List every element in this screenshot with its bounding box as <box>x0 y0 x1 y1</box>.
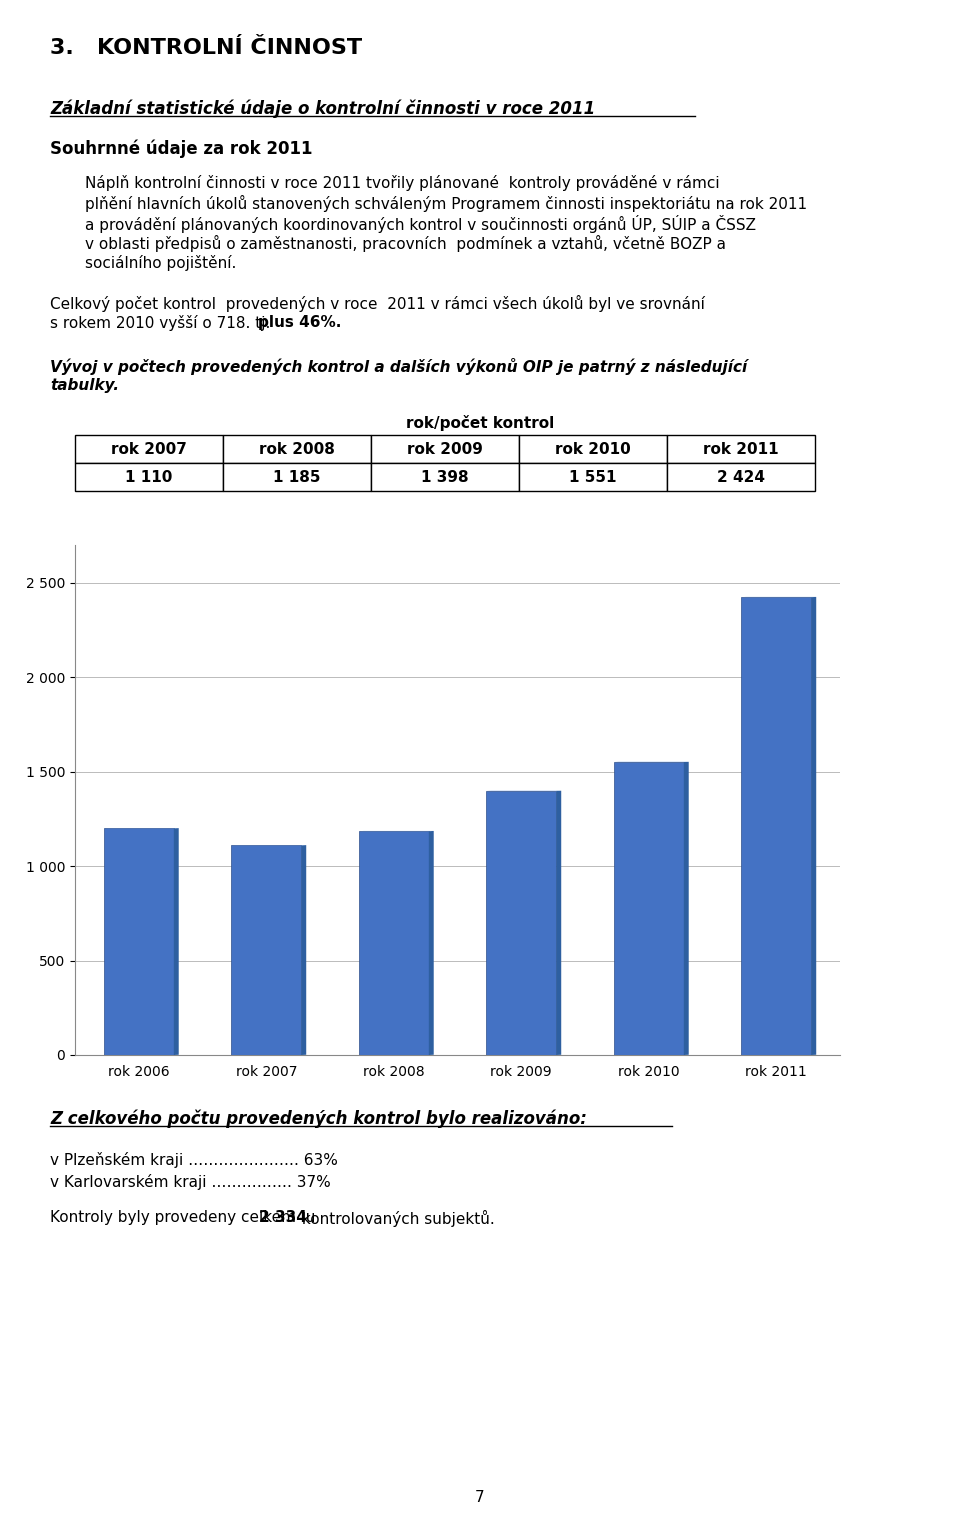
Bar <box>486 791 556 1056</box>
Text: 1 398: 1 398 <box>421 470 468 485</box>
Text: rok 2008: rok 2008 <box>259 441 335 456</box>
Text: tabulky.: tabulky. <box>50 379 119 392</box>
Bar <box>667 462 815 491</box>
Text: Náplň kontrolní činnosti v roce 2011 tvořily plánované  kontroly prováděné v rám: Náplň kontrolní činnosti v roce 2011 tvo… <box>85 175 720 192</box>
Bar <box>741 598 811 1056</box>
Text: sociálního pojištění.: sociálního pojištění. <box>85 256 236 271</box>
Text: 3.   KONTROLNÍ ČINNOST: 3. KONTROLNÍ ČINNOST <box>50 38 362 58</box>
Text: plňění hlavních úkolů stanovených schváleným Programem činnosti inspektoriátu na: plňění hlavních úkolů stanovených schvál… <box>85 195 807 211</box>
Bar <box>231 846 301 1056</box>
Bar <box>613 762 684 1056</box>
Polygon shape <box>429 830 434 1056</box>
Text: rok 2011: rok 2011 <box>703 441 779 456</box>
Text: Vývoj v počtech provedených kontrol a dalších výkonů OIP je patrný z následující: Vývoj v počtech provedených kontrol a da… <box>50 357 747 376</box>
Text: v oblasti předpisů o zaměstnanosti, pracovních  podmínek a vztahů, včetně BOZP a: v oblasti předpisů o zaměstnanosti, prac… <box>85 236 726 252</box>
Polygon shape <box>684 762 688 1056</box>
Bar <box>75 435 223 462</box>
Text: v Plzeňském kraji …………………. 63%: v Plzeňském kraji …………………. 63% <box>50 1151 338 1168</box>
Text: a provádění plánovaných koordinovaných kontrol v součinnosti orgánů ÚP, SÚIP a Č: a provádění plánovaných koordinovaných k… <box>85 214 756 233</box>
Polygon shape <box>174 827 179 1056</box>
Text: 7: 7 <box>475 1491 485 1504</box>
Text: 1 185: 1 185 <box>274 470 321 485</box>
Text: Základní statistické údaje o kontrolní činnosti v roce 2011: Základní statistické údaje o kontrolní č… <box>50 100 595 119</box>
Text: v Karlovarském kraji ……………. 37%: v Karlovarském kraji ……………. 37% <box>50 1174 331 1189</box>
Bar <box>667 435 815 462</box>
Text: 1 110: 1 110 <box>126 470 173 485</box>
Bar <box>223 462 371 491</box>
Text: Celkový počet kontrol  provedených v roce  2011 v rámci všech úkolů byl ve srovn: Celkový počet kontrol provedených v roce… <box>50 295 705 312</box>
Bar <box>223 435 371 462</box>
Bar <box>371 435 519 462</box>
Text: 2 334: 2 334 <box>259 1211 307 1224</box>
Bar <box>359 830 429 1056</box>
Text: kontrolovaných subjektů.: kontrolovaných subjektů. <box>297 1211 494 1227</box>
Polygon shape <box>301 846 306 1056</box>
Text: Kontroly byly provedeny celkem  u: Kontroly byly provedeny celkem u <box>50 1211 321 1224</box>
Bar <box>371 462 519 491</box>
Text: rok 2009: rok 2009 <box>407 441 483 456</box>
Text: Souhrnné údaje za rok 2011: Souhrnné údaje za rok 2011 <box>50 140 313 158</box>
Text: 2 424: 2 424 <box>717 470 765 485</box>
Text: rok 2010: rok 2010 <box>555 441 631 456</box>
Text: rok 2007: rok 2007 <box>111 441 187 456</box>
Bar <box>519 462 667 491</box>
Text: plus 46%.: plus 46%. <box>258 315 342 330</box>
Polygon shape <box>811 596 816 1056</box>
Polygon shape <box>556 791 562 1056</box>
Bar <box>75 462 223 491</box>
Bar <box>104 829 174 1056</box>
Text: rok/počet kontrol: rok/počet kontrol <box>406 415 554 430</box>
Text: 1 551: 1 551 <box>569 470 616 485</box>
Text: Z celkového počtu provedených kontrol bylo realizováno:: Z celkového počtu provedených kontrol by… <box>50 1110 587 1129</box>
Bar <box>519 435 667 462</box>
Text: s rokem 2010 vyšší o 718. tj.: s rokem 2010 vyšší o 718. tj. <box>50 315 280 332</box>
